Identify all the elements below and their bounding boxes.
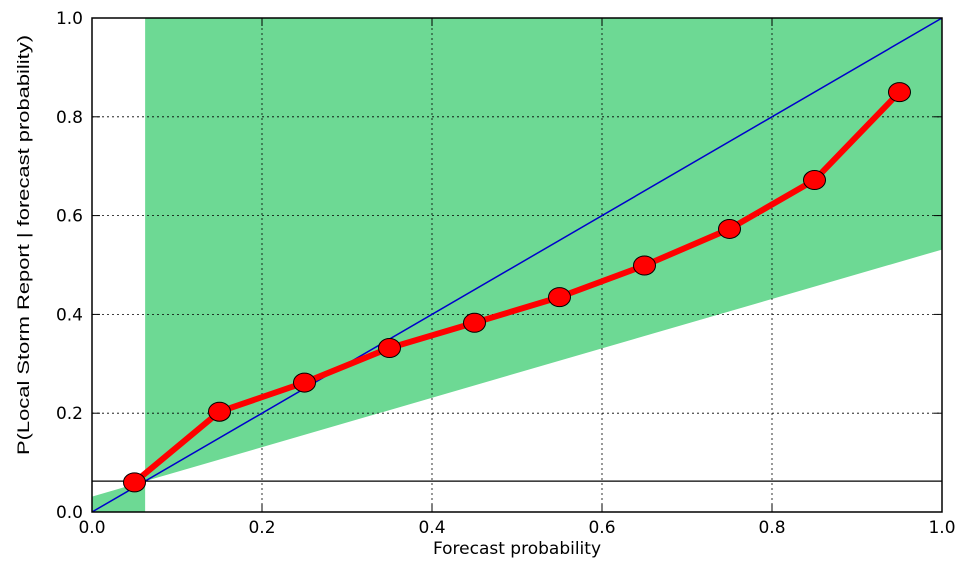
data-point [208, 401, 231, 422]
data-point [378, 337, 401, 358]
y-tick-label: 0.8 [56, 108, 83, 128]
data-point [548, 287, 571, 308]
x-axis-title: Forecast probability [433, 539, 601, 559]
x-tick-label: 0.6 [588, 518, 615, 538]
grid-layer [92, 18, 942, 512]
reliability-curve [132, 90, 902, 485]
data-point [718, 218, 741, 239]
perfect-reliability-line [91, 17, 943, 513]
y-axis-title: P(Local Storm Report | forecast probabil… [14, 35, 33, 455]
data-point [463, 312, 486, 333]
series-layer [123, 82, 911, 493]
data-point [803, 170, 826, 191]
data-point [293, 372, 316, 393]
tick-layer: 0.0 0.2 0.4 0.6 0.8 1.0 0.0 0.2 0.4 0.6 0.8 1.0 [56, 9, 956, 538]
y-tick-label: 0.2 [56, 404, 83, 424]
y-tick-label: 1.0 [56, 9, 83, 29]
data-point [123, 472, 146, 493]
plot-frame [91, 17, 943, 513]
x-tick-label: 0.0 [78, 518, 105, 538]
x-tick-label: 0.2 [248, 518, 275, 538]
y-tick-label: 0.4 [56, 305, 83, 325]
data-point [888, 82, 911, 103]
reference-lines-layer [91, 17, 943, 513]
y-tick-label: 0.0 [56, 503, 83, 523]
data-point [633, 255, 656, 276]
y-tick-label: 0.6 [56, 207, 83, 227]
x-tick-label: 0.8 [758, 518, 785, 538]
x-tick-label: 0.4 [418, 518, 445, 538]
x-tick-label: 1.0 [928, 518, 955, 538]
